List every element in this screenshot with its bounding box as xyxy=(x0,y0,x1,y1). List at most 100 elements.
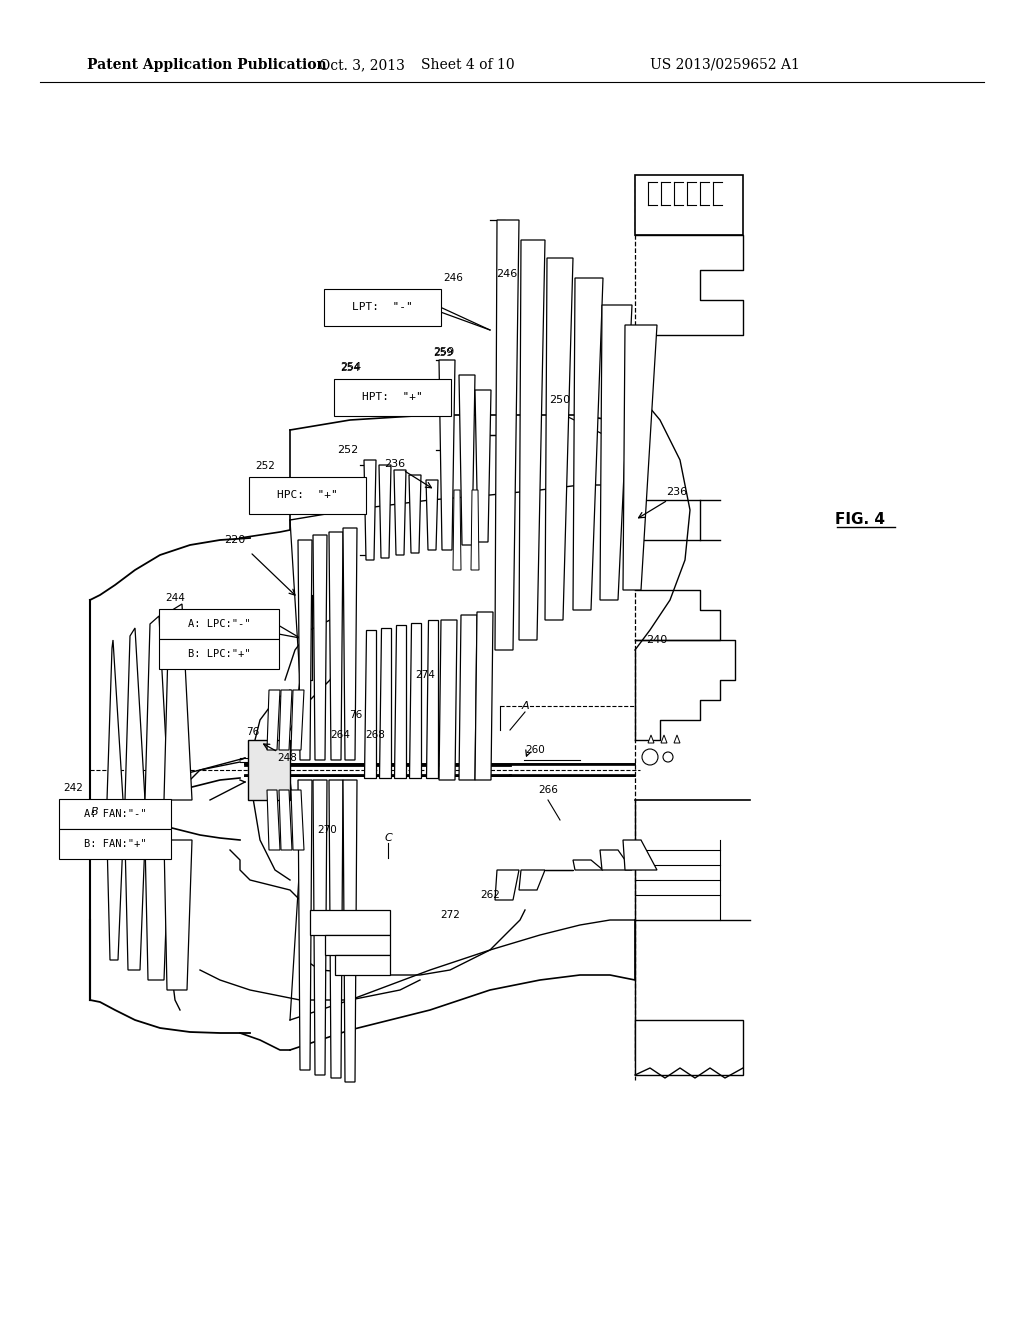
FancyBboxPatch shape xyxy=(334,379,451,416)
Text: 272: 272 xyxy=(440,909,460,920)
Polygon shape xyxy=(600,305,632,601)
Polygon shape xyxy=(145,616,169,800)
Polygon shape xyxy=(459,615,477,780)
FancyBboxPatch shape xyxy=(635,176,743,235)
Text: Oct. 3, 2013: Oct. 3, 2013 xyxy=(319,58,404,73)
Text: HPT:  "+": HPT: "+" xyxy=(362,392,423,403)
Polygon shape xyxy=(475,389,490,543)
Polygon shape xyxy=(298,780,312,1071)
FancyBboxPatch shape xyxy=(335,954,390,975)
Text: 259: 259 xyxy=(433,348,453,358)
Text: A: A xyxy=(521,701,528,711)
Text: 248: 248 xyxy=(278,752,297,763)
Polygon shape xyxy=(623,840,657,870)
Polygon shape xyxy=(453,490,461,570)
Polygon shape xyxy=(313,535,327,760)
FancyBboxPatch shape xyxy=(249,477,366,513)
Text: US 2013/0259652 A1: US 2013/0259652 A1 xyxy=(650,58,800,73)
Polygon shape xyxy=(379,628,391,777)
Polygon shape xyxy=(164,605,193,800)
Text: 274: 274 xyxy=(415,671,435,680)
Polygon shape xyxy=(379,465,391,558)
Polygon shape xyxy=(279,789,292,850)
Text: 259: 259 xyxy=(433,347,455,356)
Polygon shape xyxy=(364,459,376,560)
Polygon shape xyxy=(426,480,438,550)
Polygon shape xyxy=(125,628,145,800)
Polygon shape xyxy=(519,870,545,890)
Polygon shape xyxy=(459,375,475,545)
FancyBboxPatch shape xyxy=(248,741,290,800)
Text: Sheet 4 of 10: Sheet 4 of 10 xyxy=(421,58,515,73)
Text: 250: 250 xyxy=(550,395,570,405)
Text: A: LPC:"-": A: LPC:"-" xyxy=(187,619,250,630)
Text: 242: 242 xyxy=(63,783,83,793)
Text: 236: 236 xyxy=(384,459,406,469)
Polygon shape xyxy=(573,861,603,870)
FancyBboxPatch shape xyxy=(325,935,390,954)
FancyBboxPatch shape xyxy=(635,1020,743,1074)
Text: 246: 246 xyxy=(443,273,463,282)
Text: 260: 260 xyxy=(525,744,545,755)
Polygon shape xyxy=(471,490,479,570)
Polygon shape xyxy=(662,735,667,743)
Polygon shape xyxy=(343,780,357,1082)
Polygon shape xyxy=(545,257,573,620)
Text: 236: 236 xyxy=(667,487,687,498)
Text: 266: 266 xyxy=(538,785,558,795)
Text: 240: 240 xyxy=(646,635,668,645)
Polygon shape xyxy=(394,470,406,554)
Text: 76: 76 xyxy=(247,727,260,737)
Polygon shape xyxy=(394,624,406,777)
Text: LPT:  "-": LPT: "-" xyxy=(352,302,413,313)
FancyBboxPatch shape xyxy=(159,639,279,669)
Polygon shape xyxy=(291,690,304,750)
Text: 264: 264 xyxy=(330,730,350,741)
Text: A: FAN:"-": A: FAN:"-" xyxy=(84,809,146,818)
Text: B: B xyxy=(91,807,98,817)
Polygon shape xyxy=(298,540,312,760)
Polygon shape xyxy=(267,789,280,850)
Polygon shape xyxy=(409,475,421,553)
FancyBboxPatch shape xyxy=(324,289,441,326)
Polygon shape xyxy=(125,840,145,970)
FancyBboxPatch shape xyxy=(159,609,279,639)
Polygon shape xyxy=(106,840,123,960)
Polygon shape xyxy=(495,870,519,900)
Polygon shape xyxy=(573,279,603,610)
Polygon shape xyxy=(145,840,169,979)
Polygon shape xyxy=(439,360,455,550)
Text: 268: 268 xyxy=(366,730,385,741)
FancyBboxPatch shape xyxy=(310,909,390,935)
Text: 244: 244 xyxy=(165,593,185,603)
Polygon shape xyxy=(291,789,304,850)
Text: B: FAN:"+": B: FAN:"+" xyxy=(84,840,146,849)
FancyBboxPatch shape xyxy=(59,829,171,859)
Polygon shape xyxy=(364,630,376,777)
Polygon shape xyxy=(279,690,292,750)
Text: Patent Application Publication: Patent Application Publication xyxy=(87,58,327,73)
Polygon shape xyxy=(439,620,457,780)
Polygon shape xyxy=(519,240,545,640)
Polygon shape xyxy=(426,620,438,777)
Text: 246: 246 xyxy=(497,269,517,279)
Text: 220: 220 xyxy=(224,535,246,545)
Polygon shape xyxy=(648,735,654,743)
Text: 254: 254 xyxy=(340,363,360,374)
Polygon shape xyxy=(409,623,421,777)
Text: 270: 270 xyxy=(317,825,337,836)
Polygon shape xyxy=(343,528,357,760)
Polygon shape xyxy=(623,325,657,590)
Text: B: LPC:"+": B: LPC:"+" xyxy=(187,649,250,659)
Text: 252: 252 xyxy=(337,445,358,455)
FancyBboxPatch shape xyxy=(59,799,171,829)
Polygon shape xyxy=(600,850,632,870)
Text: 254: 254 xyxy=(340,362,361,372)
Polygon shape xyxy=(329,780,343,1078)
Polygon shape xyxy=(164,840,193,990)
Text: 262: 262 xyxy=(480,890,500,900)
Polygon shape xyxy=(475,612,493,780)
Text: HPC:  "+": HPC: "+" xyxy=(278,491,338,500)
Polygon shape xyxy=(329,532,343,760)
Polygon shape xyxy=(313,780,327,1074)
